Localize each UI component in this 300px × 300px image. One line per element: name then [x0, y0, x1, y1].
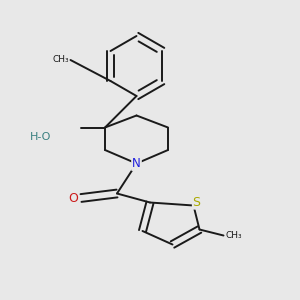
Text: N: N — [132, 157, 141, 170]
Text: H-O: H-O — [30, 131, 51, 142]
Text: S: S — [193, 196, 200, 209]
Text: CH₃: CH₃ — [52, 56, 69, 64]
Text: O: O — [69, 191, 78, 205]
Text: CH₃: CH₃ — [225, 231, 242, 240]
